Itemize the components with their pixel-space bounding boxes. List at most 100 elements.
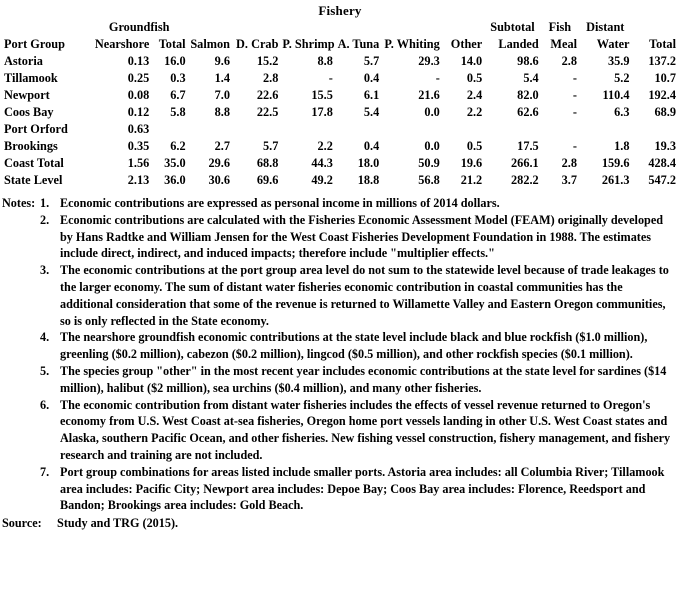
row-label: Port Orford <box>4 122 68 136</box>
cell-nearshore: 0.35 <box>127 139 150 153</box>
cell-p-whiting: 21.6 <box>418 88 440 102</box>
cell-other: 14.0 <box>460 54 483 68</box>
cell-landed: 282.2 <box>511 173 539 187</box>
cell-total: 6.2 <box>170 139 186 153</box>
fishery-table: Groundfish Subtotal Fish Distant Port Group N… <box>2 19 678 189</box>
column-header-row: Port Group Nearshore Total Salmon D. Crab P. … <box>2 36 678 53</box>
cell-d-crab: 5.7 <box>263 139 279 153</box>
note-text: The economic contributions at the port g… <box>60 263 669 328</box>
cell-landed: 266.1 <box>511 156 539 170</box>
cell-other: 2.4 <box>466 88 483 102</box>
cell-water <box>579 121 631 138</box>
cell-total: 36.0 <box>164 173 186 187</box>
note-number: 1. <box>40 196 50 210</box>
cell-other: 0.5 <box>466 139 483 153</box>
cell-p-shrimp: 15.5 <box>311 88 333 102</box>
cell-salmon: 29.6 <box>208 156 230 170</box>
note-6: 6. The economic contribution from distant… <box>0 397 680 464</box>
note-number: 7. <box>40 464 50 479</box>
column-header-total: Total <box>649 37 676 51</box>
cell-water: 5.2 <box>614 71 630 85</box>
cell-salmon: 2.7 <box>214 139 230 153</box>
column-header-salmon: Salmon <box>190 37 230 51</box>
cell-water: 6.3 <box>614 105 630 119</box>
notes-section: Notes: 1. Economic contributions are expre… <box>0 195 680 514</box>
table-head: Groundfish Subtotal Fish Distant Port Group N… <box>2 19 678 53</box>
group-header-spacer <box>2 19 91 36</box>
cell-d-crab: 2.8 <box>263 71 279 85</box>
cell-total: 547.2 <box>648 173 676 187</box>
cell-nearshore: 0.13 <box>127 54 150 68</box>
cell-total: 19.3 <box>654 139 676 153</box>
cell-landed <box>484 121 540 138</box>
cell-a-tuna: 0.4 <box>363 71 380 85</box>
note-text: Economic contributions are calculated wi… <box>60 212 664 261</box>
column-header-p-shrimp: P. Shrimp <box>282 37 335 51</box>
column-header-d-crab: D. Crab <box>236 37 279 51</box>
cell-landed: 98.6 <box>517 54 539 68</box>
cell-salmon: 30.6 <box>208 173 230 187</box>
cell-d-crab: 22.6 <box>256 88 279 102</box>
cell-total: 6.7 <box>170 88 186 102</box>
row-label: Brookings <box>4 139 58 153</box>
column-header-port-group: Port Group <box>4 37 65 51</box>
cell-meal: 3.7 <box>561 173 578 187</box>
row-label: State Level <box>4 173 63 187</box>
source-text: Study and TRG (2015). <box>57 516 179 531</box>
cell-a-tuna <box>335 121 381 138</box>
note-7: 7. Port group combinations for areas list… <box>0 464 680 514</box>
row-label: Coos Bay <box>4 105 54 119</box>
note-2: 2. Economic contributions are calculated … <box>0 212 680 262</box>
cell-total <box>631 121 678 138</box>
cell-salmon: 9.6 <box>214 54 230 68</box>
column-header-p-whiting: P. Whiting <box>384 37 440 51</box>
cell-nearshore: 0.63 <box>127 122 150 136</box>
cell-a-tuna: 18.8 <box>357 173 380 187</box>
table-row-state-level: State Level 2.13 36.0 30.6 69.6 49.2 18.8 56.8 2… <box>2 172 678 189</box>
note-text: The species group "other" in the most re… <box>60 363 667 395</box>
cell-water: 110.4 <box>602 88 630 102</box>
cell-p-whiting: 0.0 <box>424 139 440 153</box>
cell-water: 1.8 <box>614 139 630 153</box>
cell-other: 2.2 <box>466 105 483 119</box>
cell-p-whiting: 0.0 <box>424 105 440 119</box>
group-header-subtotal: Subtotal <box>490 20 535 34</box>
table-row-coast-total: Coast Total 1.56 35.0 29.6 68.8 44.3 18.0 50.9 1… <box>2 155 678 172</box>
cell-p-whiting: 50.9 <box>418 156 440 170</box>
note-number: 6. <box>40 397 50 412</box>
cell-p-whiting: 29.3 <box>418 54 440 68</box>
table-row-port-orford: Port Orford 0.63 <box>2 121 678 138</box>
cell-nearshore: 1.56 <box>127 156 150 170</box>
column-header-total: Total <box>158 37 186 51</box>
column-header-water: Water <box>596 37 630 51</box>
cell-total: 35.0 <box>164 156 186 170</box>
group-header-fish: Fish <box>548 20 572 34</box>
source-label: Source: <box>2 516 42 531</box>
cell-p-whiting <box>381 121 442 138</box>
cell-d-crab: 22.5 <box>256 105 279 119</box>
row-label: Newport <box>4 88 50 102</box>
column-header-a-tuna: A. Tuna <box>337 37 380 51</box>
cell-other <box>442 121 484 138</box>
cell-total: 16.0 <box>164 54 186 68</box>
table-row-newport: Newport 0.08 6.7 7.0 22.6 15.5 6.1 21.6 2.4 82.0 -… <box>2 87 678 104</box>
table-row-coos-bay: Coos Bay 0.12 5.8 8.8 22.5 17.8 5.4 0.0 2.2 62.6 -… <box>2 104 678 121</box>
cell-total: 192.4 <box>648 88 676 102</box>
group-header-groundfish: Groundfish <box>108 20 170 34</box>
cell-total <box>151 121 187 138</box>
cell-meal <box>541 121 579 138</box>
cell-p-whiting: - <box>435 71 440 85</box>
cell-salmon: 8.8 <box>214 105 230 119</box>
column-header-other: Other <box>450 37 483 51</box>
cell-other: 19.6 <box>460 156 483 170</box>
cell-landed: 82.0 <box>517 88 539 102</box>
column-header-nearshore: Nearshore <box>94 37 150 51</box>
cell-salmon <box>188 121 232 138</box>
cell-p-whiting: 56.8 <box>418 173 440 187</box>
cell-landed: 5.4 <box>523 71 539 85</box>
cell-a-tuna: 18.0 <box>357 156 380 170</box>
cell-other: 0.5 <box>466 71 483 85</box>
note-1: Notes: 1. Economic contributions are expre… <box>0 195 680 212</box>
cell-total: 137.2 <box>648 54 676 68</box>
